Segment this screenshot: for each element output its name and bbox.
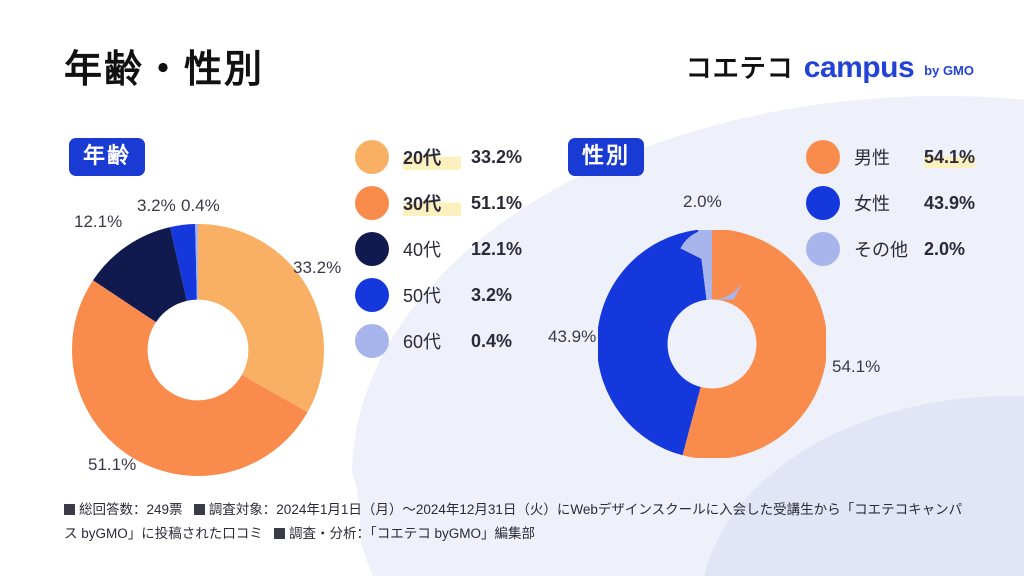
- gender-legend: 男性 54.1% 女性 43.9% その他 2.0%: [806, 140, 976, 278]
- legend-value-male: 54.1%: [924, 146, 976, 168]
- age-label-40s: 12.1%: [74, 212, 123, 231]
- section-badge-age: 年齢: [69, 138, 146, 176]
- legend-swatch-40s-icon: [355, 232, 389, 266]
- legend-item-60s: 60代 0.4%: [355, 324, 522, 358]
- logo-text-koeteko: コエテコ: [685, 53, 794, 83]
- legend-swatch-male-icon: [806, 140, 840, 174]
- legend-label-20s: 20代: [403, 144, 461, 170]
- logo-text-campus: campus: [803, 51, 915, 84]
- footnote: 総回答数：249票 調査対象：2024年1月1日（月）〜2024年12月31日（…: [64, 498, 969, 545]
- legend-value-50s: 3.2%: [471, 284, 513, 305]
- legend-value-30s: 51.1%: [471, 192, 523, 213]
- legend-item-other: その他 2.0%: [806, 232, 975, 266]
- legend-label-50s: 50代: [403, 286, 442, 306]
- age-label-50s: 3.2%: [137, 196, 176, 215]
- legend-item-male: 男性 54.1%: [806, 140, 976, 174]
- legend-label-60s: 60代: [403, 332, 442, 352]
- legend-swatch-20s-icon: [355, 140, 389, 174]
- legend-item-30s: 30代 51.1%: [355, 186, 522, 220]
- legend-swatch-30s-icon: [355, 186, 389, 220]
- legend-value-other: 2.0%: [924, 238, 966, 259]
- legend-swatch-female-icon: [806, 186, 840, 220]
- legend-value-20s: 33.2%: [471, 146, 523, 167]
- legend-swatch-other-icon: [806, 232, 840, 266]
- age-label-60s: 0.4%: [181, 196, 220, 215]
- gender-donut-chart: [598, 230, 826, 458]
- bullet-square-icon: [274, 527, 286, 539]
- legend-item-40s: 40代 12.1%: [355, 232, 522, 266]
- legend-value-female: 43.9%: [924, 192, 976, 213]
- bullet-square-icon: [64, 504, 75, 515]
- legend-label-40s: 40代: [403, 240, 442, 260]
- footnote-survey-target: 調査対象：2024年1月1日（月）〜2024年12月31日（火）にWebデザイン…: [64, 502, 963, 541]
- legend-label-other: その他: [854, 240, 908, 260]
- age-donut-chart: [72, 224, 324, 476]
- age-label-30s: 51.1%: [88, 455, 137, 474]
- legend-item-female: 女性 43.9%: [806, 186, 975, 220]
- section-badge-gender: 性別: [568, 138, 645, 176]
- legend-value-40s: 12.1%: [471, 238, 523, 259]
- legend-label-30s: 30代: [403, 190, 461, 216]
- legend-swatch-50s-icon: [355, 278, 389, 312]
- age-slice-20s: [72, 224, 324, 476]
- gender-label-female: 43.9%: [548, 327, 597, 346]
- age-legend: 20代 33.2% 30代 51.1% 40代 12.1% 50代 3.2% 6…: [355, 140, 522, 370]
- gender-label-other: 2.0%: [683, 192, 722, 211]
- footnote-survey-analysis: 調査・分析：「コエテコ byGMO」編集部: [289, 525, 536, 541]
- legend-value-60s: 0.4%: [471, 330, 513, 351]
- legend-item-20s: 20代 33.2%: [355, 140, 522, 174]
- legend-item-50s: 50代 3.2%: [355, 278, 522, 312]
- brand-logo: コエテコ campus by GMO: [686, 48, 974, 85]
- footnote-total-responses: 総回答数：249票: [79, 502, 183, 517]
- gender-slice-other: [598, 230, 826, 458]
- page-title: 年齢・性別: [64, 49, 265, 91]
- legend-label-female: 女性: [854, 194, 890, 214]
- gender-slice-female: [598, 230, 826, 458]
- gender-label-male: 54.1%: [832, 357, 881, 376]
- logo-text-bygmo: by GMO: [924, 63, 974, 78]
- bullet-square-icon: [193, 504, 205, 515]
- legend-label-male: 男性: [854, 148, 890, 168]
- age-slice-30s: [72, 224, 324, 476]
- legend-swatch-60s-icon: [355, 324, 389, 358]
- age-label-20s: 33.2%: [293, 258, 342, 277]
